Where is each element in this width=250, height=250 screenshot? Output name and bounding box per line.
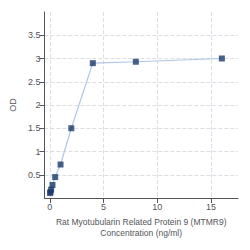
svg-text:2: 2: [35, 100, 40, 110]
svg-text:Rat Myotubularin Related Prote: Rat Myotubularin Related Protein 9 (MTMR…: [56, 217, 227, 227]
svg-text:1: 1: [35, 147, 40, 157]
svg-text:10: 10: [152, 202, 162, 212]
svg-text:3: 3: [35, 54, 40, 64]
svg-text:1.5: 1.5: [28, 123, 41, 133]
svg-text:2.5: 2.5: [28, 77, 41, 87]
svg-text:OD: OD: [8, 98, 18, 112]
svg-text:3.5: 3.5: [28, 30, 41, 40]
svg-text:0: 0: [47, 202, 52, 212]
svg-text:5: 5: [101, 202, 106, 212]
svg-text:Concentration (ng/ml): Concentration (ng/ml): [100, 228, 182, 238]
svg-text:15: 15: [206, 202, 216, 212]
svg-text:0.5: 0.5: [28, 170, 41, 180]
